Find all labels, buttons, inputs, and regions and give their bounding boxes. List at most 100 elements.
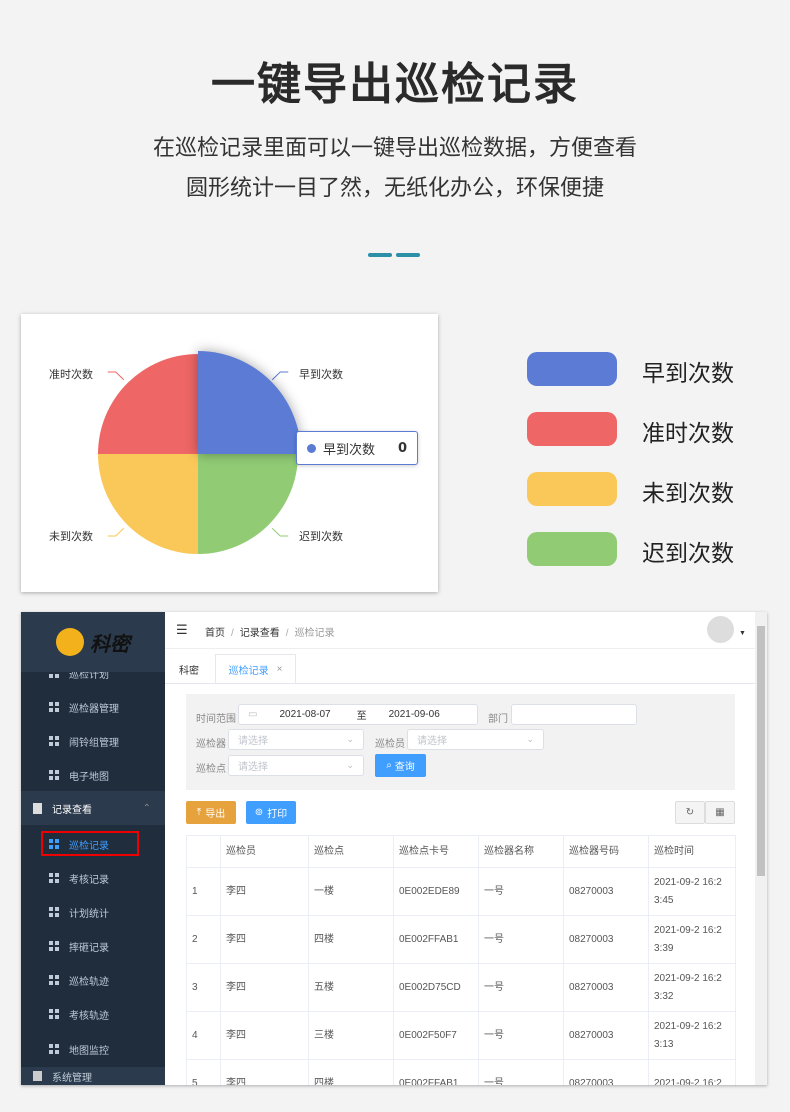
print-icon: ⊚ bbox=[254, 807, 264, 818]
column-header: 巡检器名称 bbox=[478, 835, 564, 868]
table-cell: 0E002D75CD bbox=[393, 963, 479, 1012]
column-header: 巡检点卡号 bbox=[393, 835, 479, 868]
pie-slice-1[interactable] bbox=[198, 454, 298, 554]
subtitle-line-1: 在巡检记录里面可以一键导出巡检数据，方便查看 bbox=[152, 136, 637, 161]
legend-swatch bbox=[527, 412, 617, 446]
table-cell: 李四 bbox=[220, 915, 309, 964]
page-title: 一键导出巡检记录 bbox=[211, 59, 579, 110]
label-line bbox=[107, 371, 125, 381]
grid-icon bbox=[49, 975, 59, 985]
tab-home[interactable]: 科密 bbox=[179, 666, 199, 677]
table-cell: 08270003 bbox=[563, 915, 649, 964]
table-cell: 08270003 bbox=[563, 1059, 649, 1085]
sidebar-group-records[interactable]: 记录查看 ⌃ bbox=[21, 791, 165, 825]
tooltip-value: 0 bbox=[397, 440, 407, 456]
sidebar-item[interactable]: 计划统计 bbox=[21, 895, 165, 929]
table-cell: 一号 bbox=[478, 915, 564, 964]
legend-label: 准时次数 bbox=[642, 421, 734, 447]
chart-tooltip: 早到次数 0 bbox=[296, 431, 418, 465]
sidebar-item[interactable]: 闹铃组管理 bbox=[21, 724, 165, 758]
grid-icon bbox=[49, 702, 59, 712]
slice-label: 准时次数 bbox=[49, 368, 93, 381]
table-row[interactable]: 3 李四 五楼 0E002D75CD 一号 08270003 2021-09-2 16:2 3… bbox=[186, 963, 736, 1012]
table-row[interactable]: 2 李四 四楼 0E002FFAB1 一号 08270003 2021-09-2 16:2 3… bbox=[186, 915, 736, 964]
close-icon[interactable]: × bbox=[276, 664, 283, 675]
scrollbar[interactable] bbox=[755, 612, 767, 1085]
tab-patrol-records[interactable]: 巡检记录 × bbox=[215, 654, 296, 684]
records-table: 巡检员 巡检点 巡检点卡号 巡检器名称 巡检器号码 巡检时间 1 李四 一楼 0E002EDE89… bbox=[186, 835, 736, 1085]
grid-icon: ▦ bbox=[715, 807, 725, 818]
eagle-logo-icon bbox=[56, 628, 84, 656]
chevron-down-icon: ⌄ bbox=[346, 760, 354, 770]
breadcrumb-home[interactable]: 首页 bbox=[205, 628, 225, 639]
column-header: 巡检时间 bbox=[648, 835, 736, 868]
sidebar-group-system[interactable]: 系统管理 bbox=[21, 1067, 165, 1085]
table-cell: 08270003 bbox=[563, 867, 649, 916]
table-cell: 4 bbox=[186, 1011, 221, 1060]
pie-slice-3[interactable] bbox=[98, 354, 198, 454]
table-cell: 0E002FFAB1 bbox=[393, 915, 479, 964]
sidebar-item[interactable]: 电子地图 bbox=[21, 758, 165, 792]
point-select[interactable]: 请选择 ⌄ bbox=[228, 755, 364, 776]
label-line bbox=[271, 527, 289, 537]
table-cell: 0E002FFAB1 bbox=[393, 1059, 479, 1085]
grid-icon bbox=[49, 736, 59, 746]
table-cell: 一号 bbox=[478, 1011, 564, 1060]
search-icon: ⌕ bbox=[386, 760, 392, 771]
pie-slice-0[interactable] bbox=[198, 351, 301, 454]
grid-icon bbox=[49, 873, 59, 883]
grid-icon bbox=[49, 839, 59, 849]
table-cell: 四楼 bbox=[308, 1059, 394, 1085]
table-header-row: 巡检员 巡检点 巡检点卡号 巡检器名称 巡检器号码 巡检时间 bbox=[186, 835, 736, 868]
legend-label: 迟到次数 bbox=[642, 541, 734, 567]
sidebar-item[interactable]: 地图监控 bbox=[21, 1032, 165, 1066]
sidebar-item[interactable]: 巡检轨迹 bbox=[21, 963, 165, 997]
breadcrumb: 首页 / 记录查看 / 巡检记录 bbox=[205, 628, 335, 639]
export-button[interactable]: ⤒ 导出 bbox=[186, 801, 236, 824]
avatar[interactable] bbox=[707, 616, 734, 643]
table-cell: 李四 bbox=[220, 1059, 309, 1085]
grid-icon bbox=[49, 770, 59, 780]
highlight-box bbox=[41, 831, 139, 856]
sidebar-item[interactable]: 摔砸记录 bbox=[21, 929, 165, 963]
settings-icon bbox=[33, 1071, 42, 1081]
table-cell-time: 2021-09-2 16:2 3:13 bbox=[648, 1011, 736, 1060]
main-content: ☰ 首页 / 记录查看 / 巡检记录 ▼ 科密 巡检记录 × 时间范围 ▭ 2021-08-… bbox=[165, 612, 755, 1085]
table-cell-time: 2021-09-2 16:2 3:45 bbox=[648, 867, 736, 916]
chevron-up-icon: ⌃ bbox=[142, 802, 151, 814]
print-button[interactable]: ⊚ 打印 bbox=[246, 801, 296, 824]
table-cell: 2 bbox=[186, 915, 221, 964]
refresh-button[interactable]: ↻ bbox=[675, 801, 705, 824]
query-button[interactable]: ⌕ 查询 bbox=[375, 754, 426, 777]
sidebar-item[interactable]: 考核记录 bbox=[21, 861, 165, 895]
table-row[interactable]: 5 李四 四楼 0E002FFAB1 一号 08270003 2021-09-2 16:2 bbox=[186, 1059, 736, 1085]
sidebar: 巡检计划 科密 巡检器管理 闹铃组管理 电子地图 记录查看 ⌃ 巡检记录 考核记录… bbox=[21, 612, 165, 1085]
pie-slice-2[interactable] bbox=[98, 454, 198, 554]
label-line bbox=[271, 371, 289, 381]
table-row[interactable]: 1 李四 一楼 0E002EDE89 一号 08270003 2021-09-2 16:2 3… bbox=[186, 867, 736, 916]
table-row[interactable]: 4 李四 三楼 0E002F50F7 一号 08270003 2021-09-2 16:2 3… bbox=[186, 1011, 736, 1060]
table-cell: 1 bbox=[186, 867, 221, 916]
divider bbox=[368, 253, 392, 257]
breadcrumb-records[interactable]: 记录查看 bbox=[239, 628, 280, 639]
device-select[interactable]: 请选择 ⌄ bbox=[228, 729, 364, 750]
table-cell: 四楼 bbox=[308, 915, 394, 964]
person-select[interactable]: 请选择 ⌄ bbox=[407, 729, 544, 750]
columns-button[interactable]: ▦ bbox=[705, 801, 735, 824]
table-cell: 李四 bbox=[220, 867, 309, 916]
sidebar-item[interactable]: 巡检器管理 bbox=[21, 690, 165, 724]
table-cell: 五楼 bbox=[308, 963, 394, 1012]
legend-label: 早到次数 bbox=[642, 361, 734, 387]
grid-icon bbox=[49, 1044, 59, 1054]
department-input[interactable] bbox=[511, 704, 637, 725]
calendar-icon: ▭ bbox=[248, 709, 258, 720]
table-cell: 0E002F50F7 bbox=[393, 1011, 479, 1060]
logo: 科密 bbox=[21, 612, 165, 672]
sidebar-item-patrol-records[interactable]: 巡检记录 bbox=[21, 827, 165, 861]
pie-chart-card: 早到次数 迟到次数 未到次数 准时次数 早到次数 0 bbox=[21, 314, 438, 592]
scrollbar-thumb[interactable] bbox=[757, 626, 765, 876]
menu-toggle-icon[interactable]: ☰ bbox=[176, 622, 188, 637]
sidebar-item[interactable]: 考核轨迹 bbox=[21, 997, 165, 1031]
date-range-picker[interactable]: ▭ 2021-08-07 至 2021-09-06 bbox=[238, 704, 478, 725]
caret-down-icon[interactable]: ▼ bbox=[739, 630, 746, 637]
